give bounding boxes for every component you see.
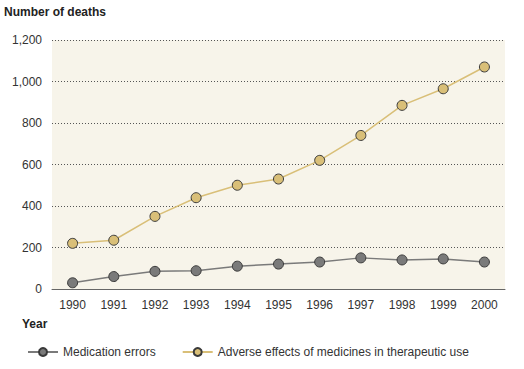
svg-text:1993: 1993	[183, 298, 210, 312]
svg-text:600: 600	[22, 158, 42, 172]
svg-text:1998: 1998	[389, 298, 416, 312]
svg-text:0: 0	[35, 282, 42, 296]
svg-text:800: 800	[22, 116, 42, 130]
svg-text:1994: 1994	[224, 298, 251, 312]
svg-text:1992: 1992	[142, 298, 169, 312]
svg-text:Number of deaths: Number of deaths	[4, 5, 106, 19]
svg-text:1,000: 1,000	[12, 75, 42, 89]
svg-text:1999: 1999	[430, 298, 457, 312]
svg-text:1995: 1995	[265, 298, 292, 312]
svg-text:1996: 1996	[306, 298, 333, 312]
svg-text:1,200: 1,200	[12, 33, 42, 47]
svg-text:2000: 2000	[471, 298, 498, 312]
svg-text:Adverse effects of medicines i: Adverse effects of medicines in therapeu…	[218, 345, 470, 359]
svg-text:Year: Year	[22, 317, 48, 331]
svg-text:400: 400	[22, 199, 42, 213]
svg-text:200: 200	[22, 241, 42, 255]
svg-text:Medication errors: Medication errors	[63, 345, 156, 359]
svg-text:1997: 1997	[348, 298, 375, 312]
svg-text:1991: 1991	[100, 298, 127, 312]
svg-text:1990: 1990	[59, 298, 86, 312]
